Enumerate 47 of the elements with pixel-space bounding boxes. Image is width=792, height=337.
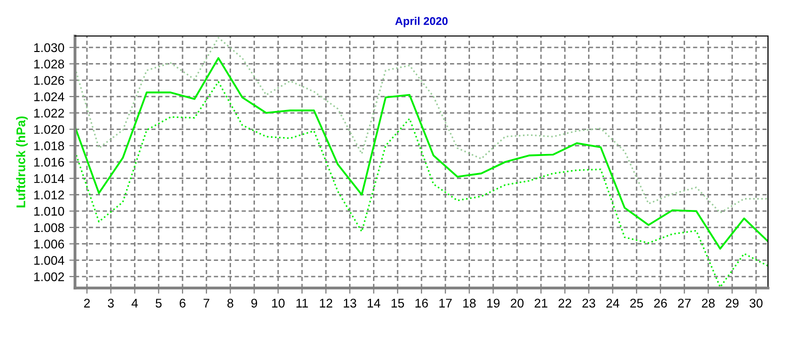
y-tick-label: 1.016 [34, 158, 64, 167]
y-tick-label: 1.004 [34, 256, 64, 265]
y-tick-label: 1.002 [34, 272, 64, 282]
x-tick-label: 25 [630, 298, 643, 308]
x-tick-label: 23 [582, 298, 596, 308]
x-tick-label: 29 [726, 298, 739, 308]
line-series [75, 57, 768, 250]
x-tick-label: 14 [368, 298, 380, 308]
y-axis-title: Luftdruck (hPa) [16, 116, 28, 208]
x-tick-label: 17 [439, 298, 452, 308]
x-tick-label: 24 [606, 298, 620, 308]
x-tick-label: 10 [272, 298, 285, 308]
y-tick-label: 1.022 [34, 108, 64, 118]
x-tick-label: 26 [654, 298, 667, 308]
y-tick-label: 1.018 [34, 141, 64, 150]
x-tick-label: 13 [344, 298, 356, 308]
x-tick-label: 15 [392, 298, 404, 308]
x-tick-label: 9 [251, 298, 258, 308]
x-tick-label: 2 [84, 298, 90, 308]
x-tick-label: 27 [678, 298, 691, 308]
x-tick-label: 22 [558, 298, 572, 308]
y-tick-label: 1.030 [34, 43, 64, 52]
x-tick-label: 6 [180, 298, 186, 308]
y-tick-label: 1.010 [34, 206, 64, 216]
x-tick-label: 11 [296, 298, 308, 308]
x-tick-label: 19 [487, 298, 500, 308]
y-tick-label: 1.008 [34, 223, 64, 232]
x-tick-label: 20 [510, 298, 524, 308]
y-tick-label: 1.020 [34, 125, 64, 134]
x-tick-label: 16 [416, 298, 428, 308]
chart-title: April 2020 [395, 16, 448, 28]
x-tick-label: 8 [227, 298, 234, 308]
x-tick-label: 12 [320, 298, 332, 308]
x-tick-label: 30 [750, 298, 763, 308]
x-tick-label: 18 [463, 298, 476, 308]
y-tick-label: 1.014 [34, 174, 64, 184]
x-tick-label: 3 [108, 298, 114, 308]
y-tick-label: 1.028 [34, 60, 64, 68]
y-tick-label: 1.012 [34, 190, 64, 200]
x-tick-label: 21 [534, 298, 548, 308]
y-tick-label: 1.024 [34, 92, 64, 102]
x-tick-label: 5 [156, 298, 162, 308]
x-tick-label: 28 [702, 298, 715, 308]
y-tick-label: 1.006 [34, 240, 64, 248]
x-tick-label: 7 [204, 298, 210, 308]
y-tick-label: 1.026 [34, 76, 64, 85]
x-tick-label: 4 [132, 298, 138, 308]
